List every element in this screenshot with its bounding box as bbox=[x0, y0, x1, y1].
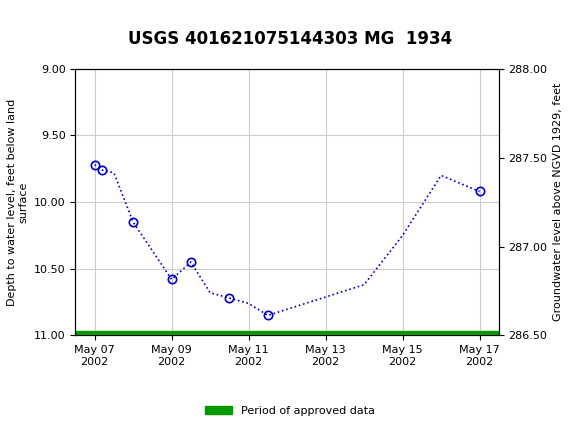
Y-axis label: Groundwater level above NGVD 1929, feet: Groundwater level above NGVD 1929, feet bbox=[553, 83, 563, 321]
Legend: Period of approved data: Period of approved data bbox=[200, 401, 380, 420]
Y-axis label: Depth to water level, feet below land
surface: Depth to water level, feet below land su… bbox=[7, 98, 28, 306]
Text: ▒USGS: ▒USGS bbox=[12, 9, 70, 30]
Text: USGS 401621075144303 MG  1934: USGS 401621075144303 MG 1934 bbox=[128, 30, 452, 48]
